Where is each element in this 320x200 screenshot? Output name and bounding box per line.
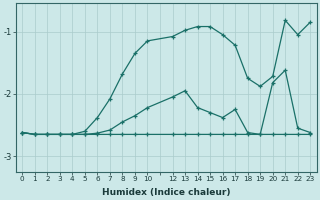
X-axis label: Humidex (Indice chaleur): Humidex (Indice chaleur) bbox=[102, 188, 230, 197]
